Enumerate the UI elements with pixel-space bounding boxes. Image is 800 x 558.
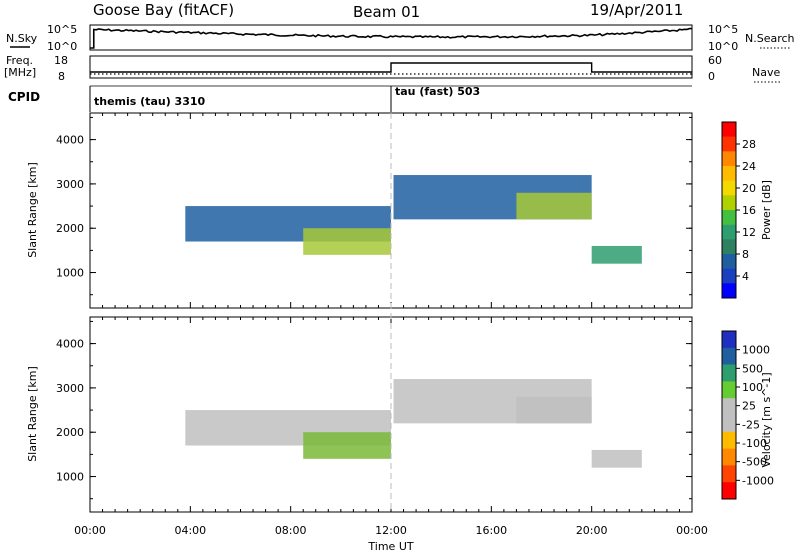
nave-tick-top: 60: [708, 54, 722, 67]
velocity-echo-region: [591, 449, 642, 468]
x-tick-label: 20:00: [576, 524, 608, 537]
colorbar-cell: [722, 283, 736, 299]
velocity-panel: 1000 2000 3000 4000 Slant Range [km] 1000 50…: [26, 316, 774, 513]
velocity-echo-region: [516, 396, 592, 424]
date-title: 19/Apr/2011: [590, 1, 683, 19]
power-ylabel: Slant Range [km]: [26, 162, 39, 258]
colorbar-cell: [722, 254, 736, 269]
power-echo-region: [303, 228, 391, 255]
colorbar-tick-label: 8: [742, 248, 749, 261]
x-tick-label: 12:00: [375, 524, 407, 537]
x-tick-label: 04:00: [174, 524, 206, 537]
cpid-mode-1: themis (tau) 3310: [94, 95, 206, 108]
y-tick-label: 1000: [56, 471, 84, 484]
freq-panel: Freq. [MHz] 18 8 60 0 Nave: [4, 54, 780, 83]
cpid-mode-2: tau (fast) 503: [395, 85, 480, 98]
colorbar-tick-label: 12: [742, 226, 756, 239]
freq-tick-bottom: 8: [58, 70, 65, 83]
colorbar-tick-label: 16: [742, 204, 756, 217]
x-tick-label: 16:00: [475, 524, 507, 537]
colorbar-tick-label: 100: [742, 381, 763, 394]
nave-line: [90, 62, 692, 73]
velocity-echo-region: [303, 432, 391, 459]
colorbar-tick-label: 1000: [742, 344, 770, 357]
power-panel: 1000 2000 3000 4000 Slant Range [km] 28 24 20…: [26, 112, 773, 309]
time-axis-label: Time UT: [367, 540, 413, 553]
power-echo-region: [516, 192, 592, 220]
power-echoes: [185, 175, 642, 264]
colorbar-cell: [722, 239, 736, 255]
power-colorbar-label: Power [dB]: [760, 180, 773, 240]
colorbar-cell: [722, 151, 736, 167]
time-axis: 00:00 04:00 08:00 12:00 16:00 20:00 00:00: [74, 524, 708, 537]
search-tick-top: 10^5: [708, 23, 738, 36]
nsky-label: N.Sky: [6, 32, 38, 45]
colorbar-cell: [722, 448, 736, 466]
velocity-colorbar: 1000 500 100 25 -25 -100 -500 -1000: [721, 330, 774, 500]
velocity-ylabel: Slant Range [km]: [26, 366, 39, 462]
colorbar-tick-label: 25: [742, 400, 756, 413]
colorbar-cell: [722, 268, 736, 284]
y-tick-label: 2000: [56, 426, 84, 439]
colorbar-tick-label: -100: [742, 437, 767, 450]
y-tick-label: 3000: [56, 382, 84, 395]
colorbar-tick-label: -500: [742, 456, 767, 469]
y-tick-label: 3000: [56, 178, 84, 191]
colorbar-tick-label: -1000: [742, 474, 774, 487]
nave-label: Nave: [752, 66, 780, 79]
y-tick-label: 4000: [56, 338, 84, 351]
beam-title: Beam 01: [353, 3, 420, 21]
velocity-axis-ticks: 1000 2000 3000 4000: [56, 317, 693, 512]
sky-noise-line: [90, 27, 692, 49]
sky-tick-bottom: 10^0: [47, 40, 77, 53]
y-tick-label: 4000: [56, 134, 84, 147]
colorbar-tick-label: 24: [742, 160, 756, 173]
colorbar-cell: [722, 347, 736, 365]
freq-unit-label: [MHz]: [4, 66, 36, 79]
colorbar-cell: [722, 465, 736, 483]
freq-tick-top: 18: [54, 54, 68, 67]
x-tick-label: 00:00: [74, 524, 106, 537]
colorbar-cell: [722, 415, 736, 433]
power-colorbar: 28 24 20 16 12 8 4: [721, 121, 756, 299]
colorbar-cell: [722, 180, 736, 196]
colorbar-cell: [722, 381, 736, 399]
colorbar-tick-label: 28: [742, 138, 756, 151]
station-title: Goose Bay (fitACF): [93, 1, 234, 19]
colorbar-cell: [722, 136, 736, 152]
cpid-label: CPID: [8, 90, 40, 104]
colorbar-frame: [721, 330, 737, 500]
nsearch-label: N.Search: [745, 32, 795, 45]
freq-label: Freq.: [6, 54, 33, 67]
colorbar-cell: [722, 210, 736, 225]
sky-panel: N.Sky 10^5 10^0 10^5 10^0 N.Search: [6, 23, 795, 53]
colorbar-cell: [722, 398, 736, 416]
x-tick-label: 08:00: [275, 524, 307, 537]
colorbar-cell: [722, 431, 736, 449]
colorbar-cell: [722, 122, 736, 137]
power-axis-ticks: 1000 2000 3000 4000: [56, 113, 693, 308]
colorbar-cell: [722, 166, 736, 181]
power-echo-region: [591, 245, 642, 264]
colorbar-tick-label: 4: [742, 270, 749, 283]
colorbar-cell: [722, 195, 736, 211]
velocity-colorbar-label: Velocity [m s^-1]: [760, 372, 773, 467]
cpid-panel: CPID themis (tau) 3310 tau (fast) 503: [8, 85, 692, 112]
colorbar-tick-label: 500: [742, 362, 763, 375]
x-tick-label: 00:00: [676, 524, 708, 537]
colorbar-cell: [722, 364, 736, 382]
nave-tick-bottom: 0: [708, 70, 715, 83]
colorbar-cell: [722, 224, 736, 240]
y-tick-label: 2000: [56, 222, 84, 235]
colorbar-cell: [722, 482, 736, 500]
velocity-echoes: [185, 379, 642, 468]
colorbar-tick-label: 20: [742, 182, 756, 195]
sky-tick-top: 10^5: [47, 23, 77, 36]
colorbar-cell: [722, 331, 736, 349]
search-tick-bottom: 10^0: [708, 40, 738, 53]
y-tick-label: 1000: [56, 267, 84, 280]
colorbar-tick-label: -25: [742, 418, 760, 431]
